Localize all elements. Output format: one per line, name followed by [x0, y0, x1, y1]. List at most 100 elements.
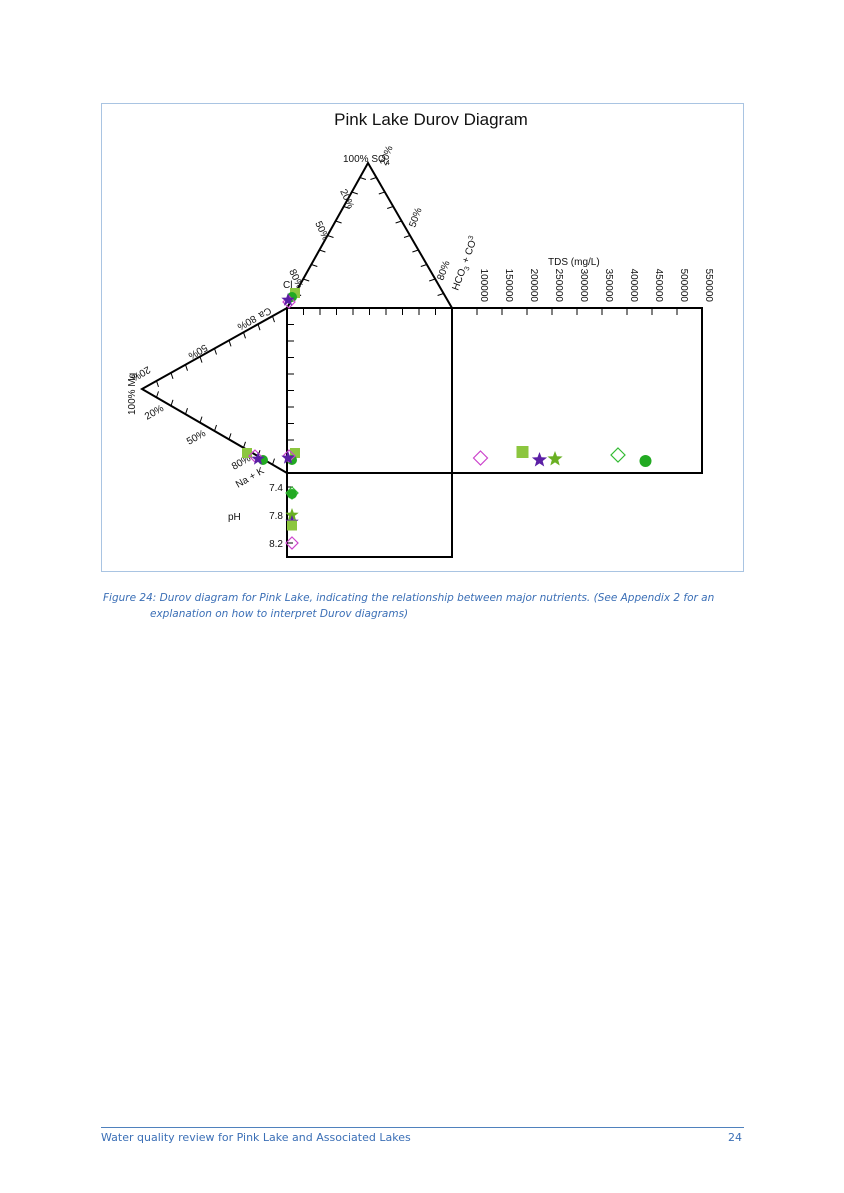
tds-tick-label: 250000: [553, 269, 564, 303]
anion-right-tick: [420, 264, 427, 267]
cation-lower-tick: [243, 441, 246, 448]
cation-upper-tick: [272, 315, 275, 323]
cluster-point-magenta-diamond: [282, 449, 296, 463]
tds-tick-label: 400000: [628, 269, 639, 303]
cation-triangle: [139, 307, 288, 474]
footer-title: Water quality review for Pink Lake and A…: [101, 1131, 411, 1144]
tds-axis-label: TDS (mg/L): [548, 257, 600, 268]
ph-point-green-circle: [287, 489, 297, 499]
anion-left-50: 50%: [312, 220, 330, 243]
mg-apex-label: 100% Mg: [127, 373, 138, 415]
tds-tick-label: 450000: [653, 269, 664, 303]
cation-lower-tick: [272, 458, 275, 465]
tds-point-green-diamond: [610, 447, 626, 463]
cation-lower-tick: [170, 399, 174, 406]
diagram-frames: [139, 160, 703, 558]
cluster-point-green-square: [242, 448, 252, 458]
cation-upper-tick: [214, 348, 217, 355]
tds-tick-label: 550000: [703, 269, 714, 303]
cation-lower-tick: [156, 391, 159, 398]
anion-left-tick: [343, 206, 350, 209]
ph-markers: [285, 489, 299, 550]
ph-panel: [286, 472, 453, 558]
tds-point-green-square: [516, 446, 529, 458]
anion-left-tick: [327, 235, 334, 238]
cluster-point-purple-star: [281, 451, 295, 464]
tds-tick-label: 500000: [678, 269, 689, 303]
tds-tick-labels: 100000 150000 200000 250000 300000 350000 4000…: [478, 269, 714, 303]
cation-upper-tick: [257, 324, 261, 331]
cation-upper-tick: [156, 380, 159, 388]
tds-markers: [472, 446, 652, 467]
cation-lower-tick: [214, 424, 217, 432]
cluster-point-green-square: [290, 448, 300, 458]
cation-upper-tick: [170, 372, 174, 379]
ph-point-green-square: [287, 520, 297, 531]
tds-tick-label: 350000: [603, 269, 614, 303]
cluster-markers: [242, 288, 300, 500]
tds-panel: [451, 307, 703, 474]
ph-tick-label: 7.4: [269, 483, 283, 494]
central-square: [286, 307, 453, 474]
footer-rule: [101, 1127, 744, 1128]
cation-lower-tick: [199, 416, 203, 423]
tds-point-magenta-diamond: [472, 450, 489, 466]
tds-point-purple-star: [531, 452, 548, 467]
tds-point-green-circle: [639, 455, 652, 467]
cation-lower-50: 50%: [185, 428, 208, 448]
anion-labels: 100% SO4 20% 50% 80% 20% 50% 80% Cl HCO3…: [283, 144, 482, 293]
cation-lower-20: 20%: [143, 403, 166, 423]
chart-title-text: Pink Lake Durov Diagram: [334, 110, 528, 129]
cation-upper-tick: [243, 332, 246, 339]
cation-upper-tick: [199, 356, 203, 363]
anion-left-tick: [359, 177, 367, 180]
ph-tick-labels: 7.4 7.8 8.2: [269, 483, 283, 550]
ph-tick-label: 8.2: [269, 539, 283, 550]
anion-right-tick: [403, 235, 411, 238]
so4-apex-label: 100% SO4: [343, 154, 390, 167]
tds-point-green-star: [547, 451, 563, 466]
anion-right-tick: [412, 249, 419, 253]
anion-right-80: 80%: [435, 259, 452, 282]
cation-upper-tick: [185, 364, 188, 371]
anion-right-tick: [370, 177, 377, 180]
anion-right-50: 50%: [407, 206, 424, 229]
cation-upper-50: 50%: [186, 341, 209, 361]
anion-left-tick: [319, 249, 326, 253]
figure-frame: Pink Lake Durov Diagram 100% SO4 20% 50%…: [101, 103, 744, 572]
cation-lower-tick: [228, 433, 232, 440]
cluster-point-purple-star: [251, 452, 265, 465]
anion-triangle: [286, 160, 453, 309]
cation-labels: 100% Mg 20% 50% 80% Ca 20% 50% 80% Na + …: [127, 304, 273, 490]
caption-line-2: explanation on how to interpret Durov di…: [150, 608, 409, 620]
tds-tick-label: 100000: [478, 269, 489, 303]
anion-right-tick: [378, 191, 385, 195]
page-number: 24: [728, 1131, 742, 1144]
anion-left-tick: [335, 220, 342, 224]
tds-tick-label: 150000: [503, 269, 514, 303]
chart-title: Pink Lake Durov Diagram: [334, 110, 528, 129]
tds-tick-label: 300000: [578, 269, 589, 303]
anion-right-20: 20%: [378, 144, 395, 167]
figure-caption: Figure 24: Durov diagram for Pink Lake, …: [103, 590, 723, 622]
caption-line-1: Figure 24: Durov diagram for Pink Lake, …: [103, 592, 715, 604]
tick-marks: [156, 177, 703, 544]
anion-left-tick: [351, 191, 358, 195]
cation-upper-80: 80%: [235, 312, 258, 332]
cluster-point-purple-star: [281, 293, 295, 306]
cation-lower-tick: [185, 408, 188, 415]
ph-tick-label: 7.8: [269, 511, 283, 522]
cl-label: Cl: [283, 280, 292, 291]
anion-right-tick: [437, 293, 444, 296]
cation-upper-tick: [228, 340, 232, 347]
anion-left-tick: [303, 278, 310, 282]
anion-right-tick: [395, 220, 402, 224]
ph-point-green-star: [285, 508, 299, 521]
ph-point-magenta-diamond: [285, 536, 299, 550]
anion-right-tick: [429, 278, 436, 282]
ph-axis-label: pH: [228, 512, 241, 523]
anion-right-tick: [387, 206, 394, 209]
tds-tick-label: 200000: [528, 269, 539, 303]
anion-left-tick: [311, 264, 318, 267]
hco3-co3-label: HCO3 + CO3: [450, 235, 482, 293]
